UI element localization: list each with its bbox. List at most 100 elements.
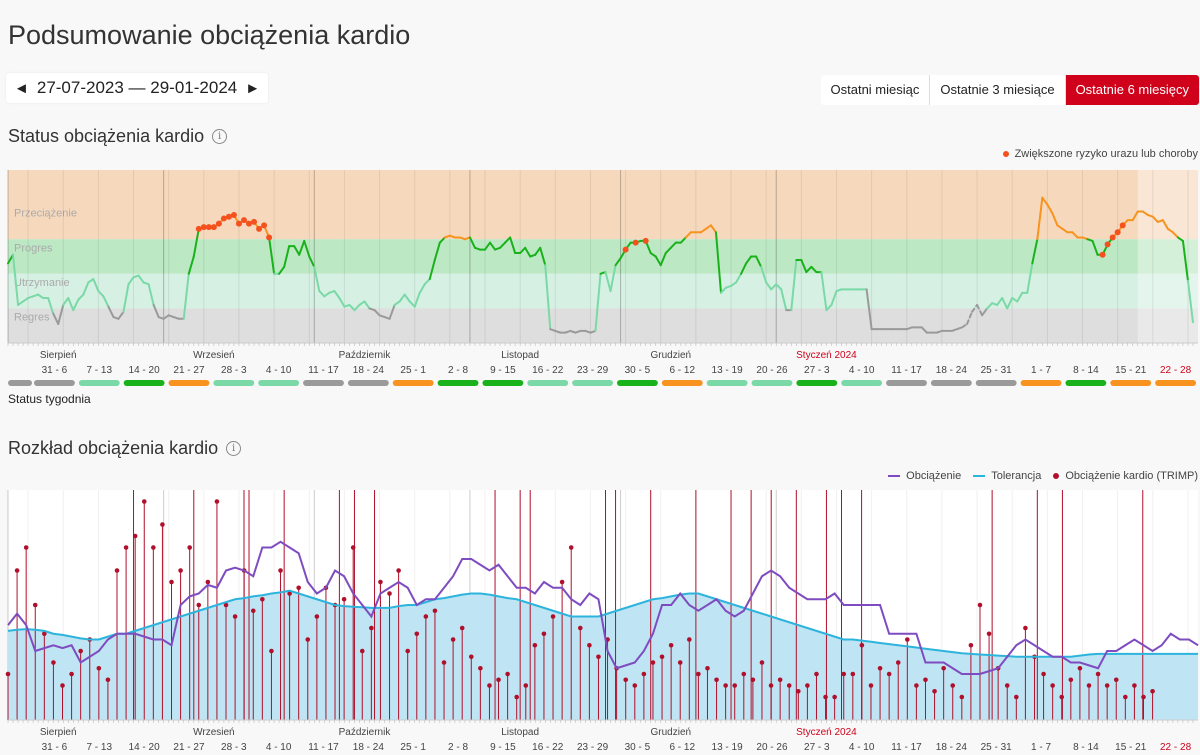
status-line-segment — [971, 303, 979, 313]
trimp-point — [32, 602, 38, 608]
status-line-segment — [981, 307, 989, 317]
prev-arrow-icon[interactable]: ◄ — [14, 79, 29, 97]
status-line-segment — [835, 288, 843, 293]
status-line-segment — [604, 271, 612, 293]
trimp-point — [550, 614, 556, 619]
trimp-point — [877, 665, 883, 671]
week-label: 31 - 6 — [42, 742, 68, 753]
status-line-segment — [494, 246, 502, 251]
status-line-segment — [217, 217, 225, 225]
status-line-segment — [619, 248, 627, 260]
week-label: 18 - 24 — [353, 365, 385, 376]
status-line-segment — [679, 236, 687, 244]
trimp-point — [959, 694, 965, 700]
week-status-pill — [213, 380, 255, 386]
status-line-segment — [87, 277, 95, 284]
status-title-text: Status obciążenia kardio — [8, 126, 205, 146]
trimp-point — [87, 637, 93, 642]
trimp-point — [532, 642, 538, 648]
risk-point — [1109, 234, 1116, 241]
status-line-segment — [1121, 219, 1129, 227]
status-line-segment — [1056, 224, 1064, 230]
status-line-segment — [52, 312, 60, 325]
status-line-segment — [961, 322, 969, 329]
status-line-segment — [584, 329, 592, 334]
status-line-segment — [428, 258, 436, 280]
trimp-point — [932, 688, 937, 694]
trimp-point — [14, 568, 20, 573]
status-line-segment — [991, 302, 999, 306]
range-button-3-months[interactable]: Ostatnie 3 miesiące — [930, 75, 1066, 105]
status-line-segment — [308, 255, 316, 268]
status-line-segment — [569, 329, 577, 334]
trimp-point — [287, 591, 292, 596]
status-line-segment — [790, 258, 798, 312]
trimp-point — [786, 683, 792, 688]
trimp-point — [732, 683, 738, 688]
status-line-segment — [699, 227, 707, 234]
trimp-point — [596, 654, 601, 660]
status-line-segment — [1161, 219, 1169, 230]
trimp-point — [1041, 671, 1046, 677]
trimp-point — [859, 642, 865, 648]
risk-point — [220, 215, 227, 222]
status-line-segment — [865, 288, 873, 331]
week-status-pill — [392, 380, 434, 386]
next-arrow-icon[interactable]: ► — [245, 79, 261, 97]
status-line-segment — [1006, 297, 1014, 310]
trimp-point — [1077, 665, 1083, 671]
zone-label: Regres — [14, 312, 50, 324]
week-label: 25 - 1 — [400, 742, 426, 753]
week-status-pill — [168, 380, 210, 386]
month-label: Wrzesień — [193, 350, 235, 361]
info-icon[interactable]: i — [212, 129, 228, 144]
status-line-segment — [1181, 239, 1189, 282]
status-line-segment — [704, 224, 712, 230]
status-line-segment — [719, 286, 728, 294]
month-label: Listopad — [501, 350, 539, 361]
week-label: 13 - 19 — [712, 365, 744, 376]
trimp-point — [69, 671, 74, 677]
week-status-pill — [572, 380, 613, 386]
status-line-segment — [443, 234, 451, 239]
status-line-segment — [745, 255, 753, 265]
status-line-segment — [258, 224, 266, 230]
status-line-segment — [905, 326, 913, 331]
status-line-segment — [755, 255, 763, 268]
trimp-point — [432, 608, 438, 614]
trimp-point — [796, 688, 801, 694]
week-label: 1 - 7 — [1031, 365, 1051, 376]
trimp-point — [659, 654, 665, 660]
week-label: 14 - 20 — [129, 365, 161, 376]
week-status-pill — [482, 380, 524, 386]
trimp-point — [187, 545, 192, 550]
zone-label: Przeciążenie — [14, 208, 77, 220]
week-label: 4 - 10 — [849, 742, 875, 753]
trimp-point — [1150, 688, 1155, 694]
status-line-segment — [499, 241, 507, 249]
status-line-segment — [684, 231, 692, 239]
status-line-segment — [1036, 196, 1044, 241]
range-button-1-month[interactable]: Ostatni miesiąc — [821, 75, 931, 105]
status-line-segment — [117, 310, 125, 320]
week-label: 18 - 24 — [353, 742, 385, 753]
status-line-segment — [363, 300, 371, 310]
trimp-point — [805, 683, 810, 688]
trimp-point — [686, 637, 692, 642]
trimp-point — [250, 608, 256, 614]
status-line-segment — [468, 236, 476, 249]
status-line-segment — [714, 231, 722, 294]
trimp-point — [941, 665, 946, 671]
status-line-segment — [1086, 238, 1094, 242]
risk-point — [1104, 241, 1111, 248]
status-line-segment — [574, 329, 582, 334]
info-icon[interactable]: i — [226, 441, 242, 456]
trimp-point — [559, 579, 565, 585]
risk-point — [622, 246, 629, 253]
range-button-6-months[interactable]: Ostatnie 6 miesięcy — [1065, 75, 1199, 105]
week-status-pill — [706, 380, 748, 386]
status-line-segment — [358, 300, 366, 306]
status-line-segment — [393, 300, 401, 306]
status-line-segment — [519, 246, 527, 255]
